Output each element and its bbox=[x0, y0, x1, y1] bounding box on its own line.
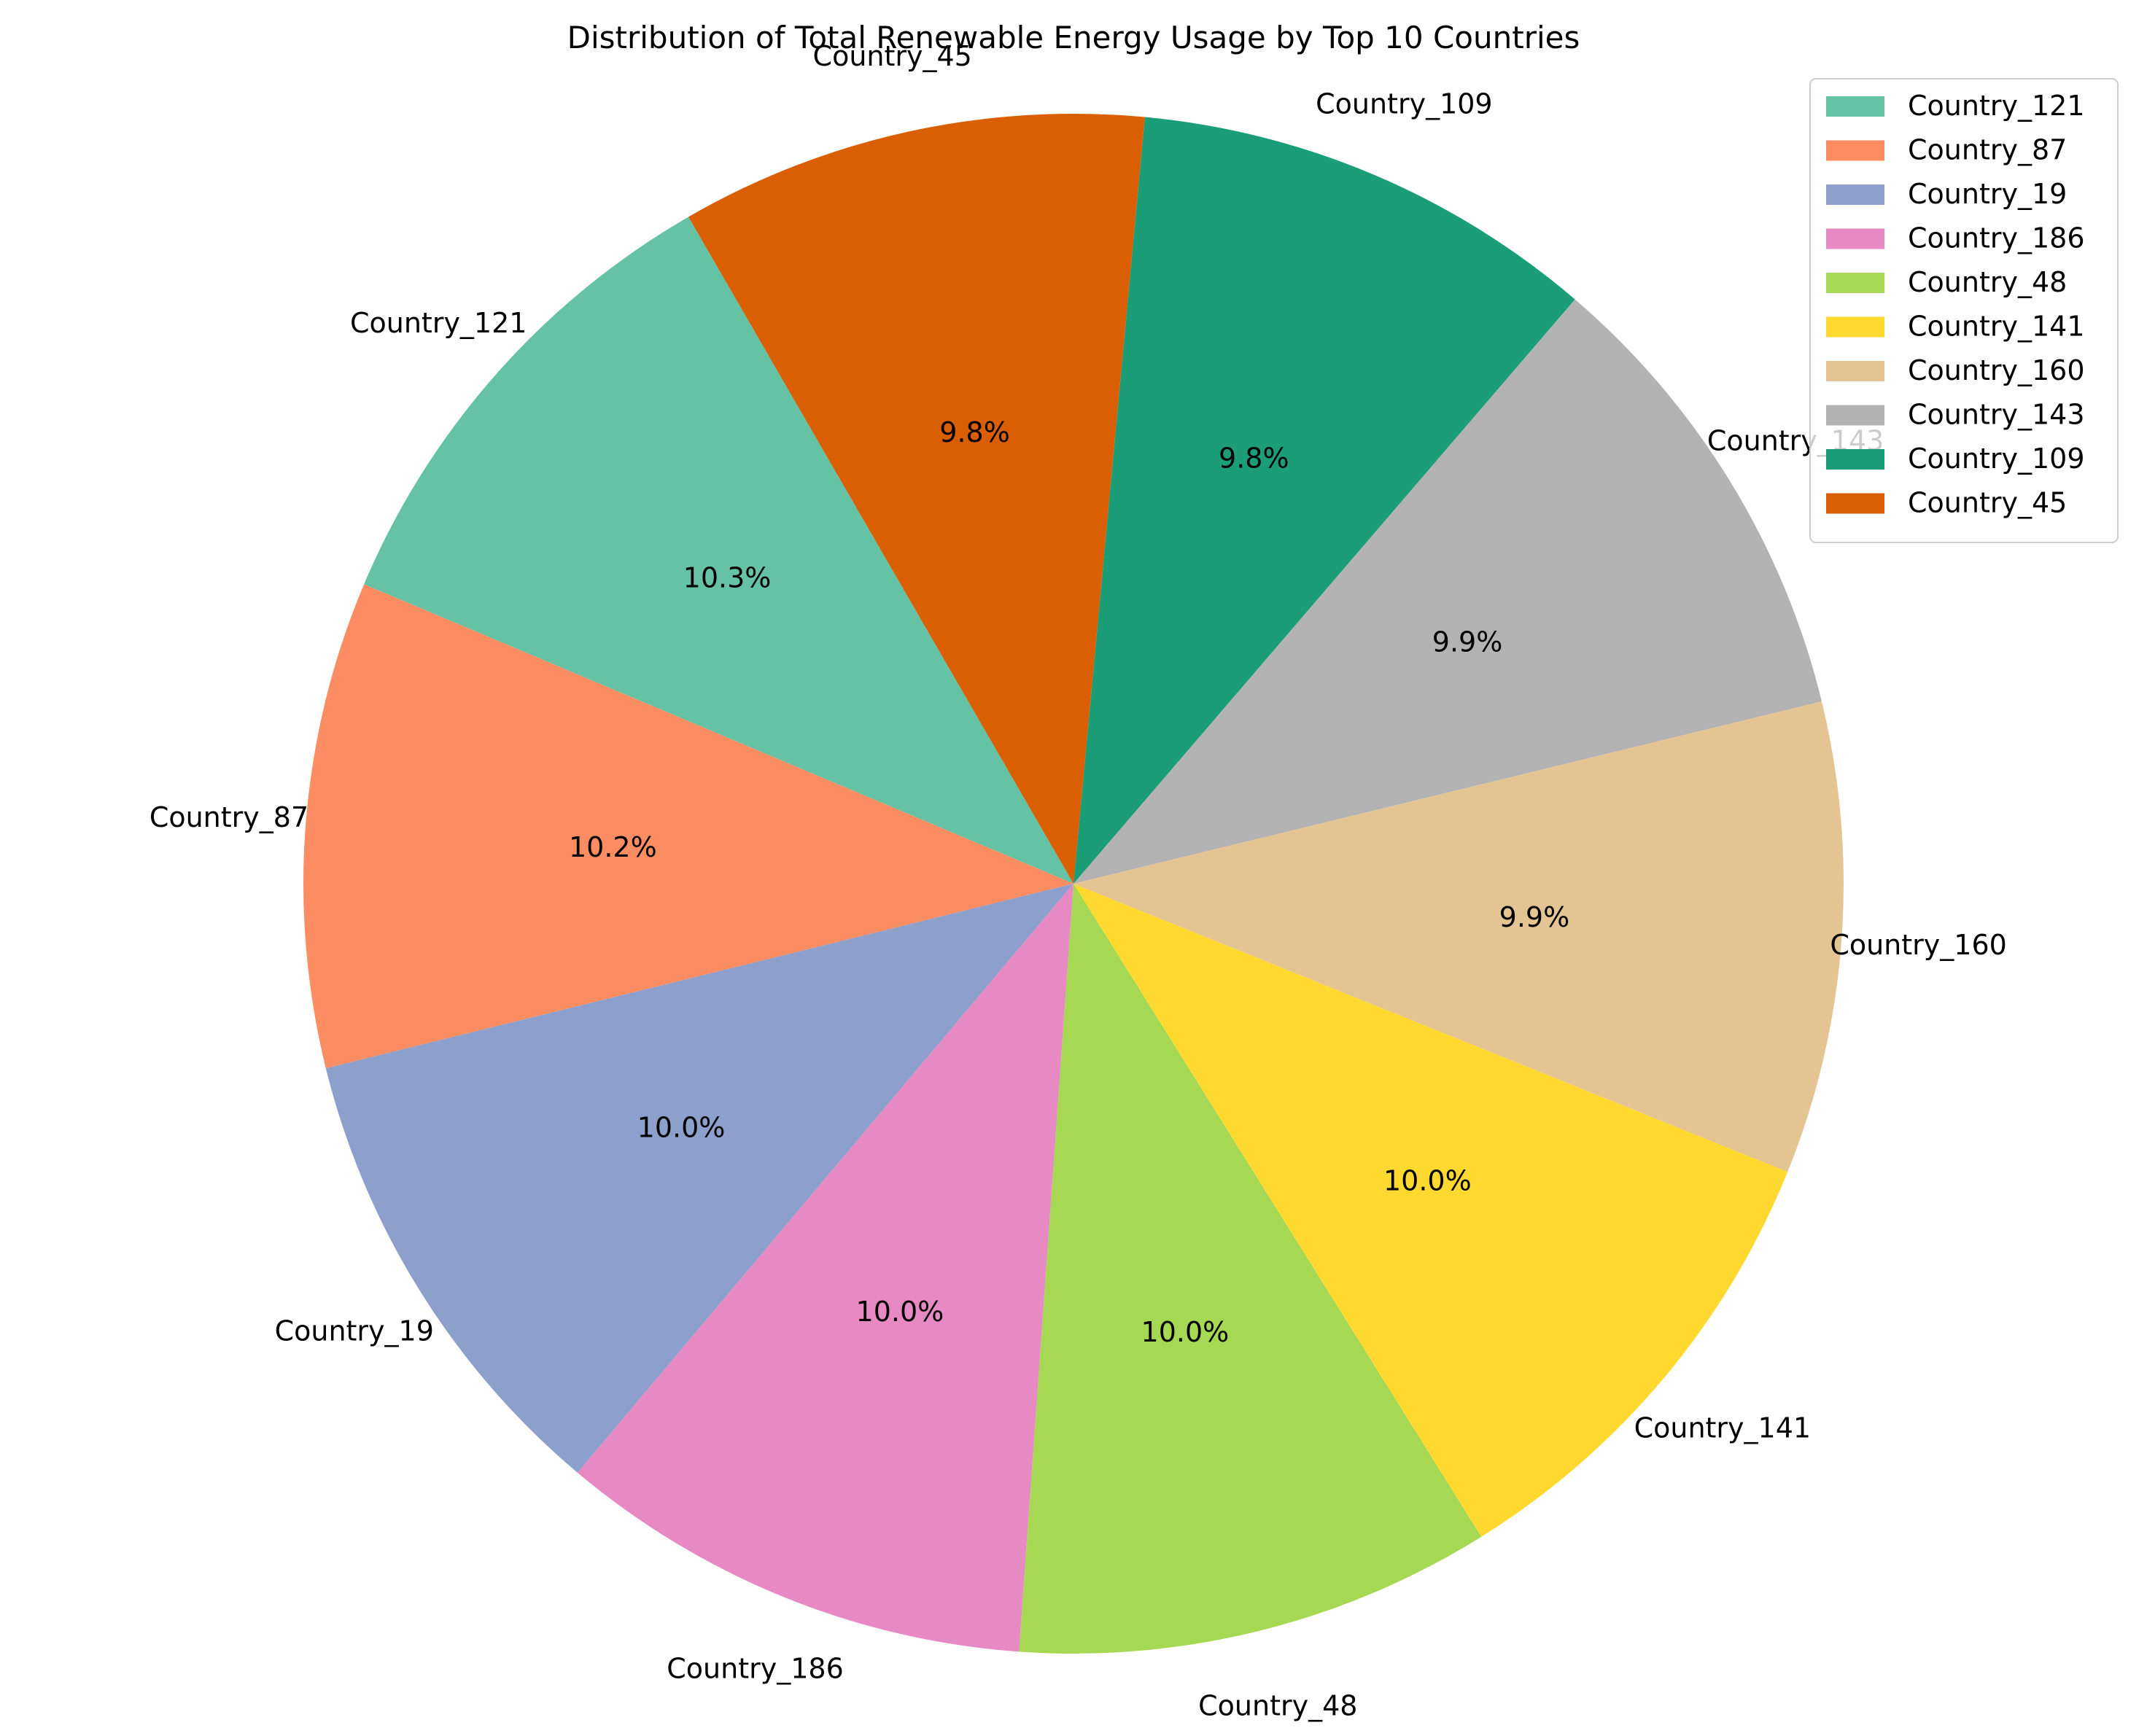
legend-swatch-country-143 bbox=[1826, 405, 1884, 426]
legend-label-country-109: Country_109 bbox=[1908, 443, 2085, 475]
percent-label-country-19: 10.0% bbox=[637, 1112, 726, 1144]
slice-labels: Country_121 Country_87 Country_19 Country_1… bbox=[150, 40, 2007, 1721]
percent-label-country-143: 9.9% bbox=[1432, 626, 1503, 658]
legend-label-country-160: Country_160 bbox=[1908, 354, 2085, 386]
pie-slice-country-19 bbox=[325, 884, 1074, 1473]
legend-swatch-country-45 bbox=[1826, 493, 1884, 514]
pie-slice-country-160 bbox=[1074, 701, 1844, 1172]
slice-label-country-19: Country_19 bbox=[275, 1315, 434, 1347]
legend-swatch-country-141 bbox=[1826, 316, 1884, 338]
legend-swatch-country-109 bbox=[1826, 449, 1884, 470]
percent-label-country-186: 10.0% bbox=[856, 1296, 944, 1328]
percent-label-country-109: 9.8% bbox=[1219, 443, 1289, 475]
pie-slices bbox=[303, 114, 1844, 1654]
legend-label-country-87: Country_87 bbox=[1908, 134, 2067, 166]
pie-slice-country-109 bbox=[1074, 117, 1575, 884]
pie-slice-country-143 bbox=[1074, 299, 1822, 884]
legend-frame bbox=[1809, 78, 2119, 543]
slice-label-country-109: Country_109 bbox=[1316, 88, 1493, 120]
legend-swatch-country-87 bbox=[1826, 140, 1884, 161]
percent-label-country-160: 9.9% bbox=[1499, 901, 1570, 933]
slice-label-country-160: Country_160 bbox=[1830, 929, 2007, 961]
legend-label-country-19: Country_19 bbox=[1908, 178, 2067, 210]
legend-swatch-country-19 bbox=[1826, 184, 1884, 205]
percent-labels: 10.3% 10.2% 10.0% 10.0% 10.0% 10.0% 9.9% 9.9% 9.… bbox=[569, 416, 1569, 1348]
legend-label-country-48: Country_48 bbox=[1908, 266, 2067, 298]
legend-label-country-186: Country_186 bbox=[1908, 222, 2085, 254]
legend-label-country-121: Country_121 bbox=[1908, 90, 2085, 122]
legend-label-country-45: Country_45 bbox=[1908, 487, 2067, 519]
pie-slice-country-48 bbox=[1019, 884, 1482, 1654]
pie-slice-country-121 bbox=[364, 217, 1074, 884]
slice-label-country-186: Country_186 bbox=[667, 1652, 844, 1684]
percent-label-country-87: 10.2% bbox=[569, 831, 657, 863]
slice-label-country-141: Country_141 bbox=[1634, 1412, 1812, 1444]
legend-swatch-country-121 bbox=[1826, 96, 1884, 117]
slice-label-country-48: Country_48 bbox=[1198, 1689, 1357, 1721]
percent-label-country-48: 10.0% bbox=[1141, 1316, 1230, 1348]
slice-label-country-45: Country_45 bbox=[813, 40, 972, 72]
percent-label-country-121: 10.3% bbox=[683, 562, 772, 594]
pie-slice-country-45 bbox=[688, 114, 1145, 884]
percent-label-country-45: 9.8% bbox=[939, 416, 1010, 448]
pie-slice-country-141 bbox=[1074, 884, 1788, 1537]
pie-slice-country-186 bbox=[577, 884, 1074, 1652]
legend-swatch-country-186 bbox=[1826, 228, 1884, 249]
legend: Country_121 Country_87 Country_19 Country_1… bbox=[1809, 78, 2119, 543]
slice-label-country-121: Country_121 bbox=[350, 307, 527, 339]
slice-label-country-87: Country_87 bbox=[150, 801, 308, 833]
legend-label-country-143: Country_143 bbox=[1908, 399, 2085, 431]
legend-label-country-141: Country_141 bbox=[1908, 311, 2085, 343]
legend-swatch-country-160 bbox=[1826, 361, 1884, 381]
chart-title: Distribution of Total Renewable Energy U… bbox=[567, 20, 1580, 55]
pie-slice-country-87 bbox=[303, 584, 1074, 1069]
percent-label-country-141: 10.0% bbox=[1383, 1164, 1472, 1196]
legend-swatch-country-48 bbox=[1826, 273, 1884, 293]
